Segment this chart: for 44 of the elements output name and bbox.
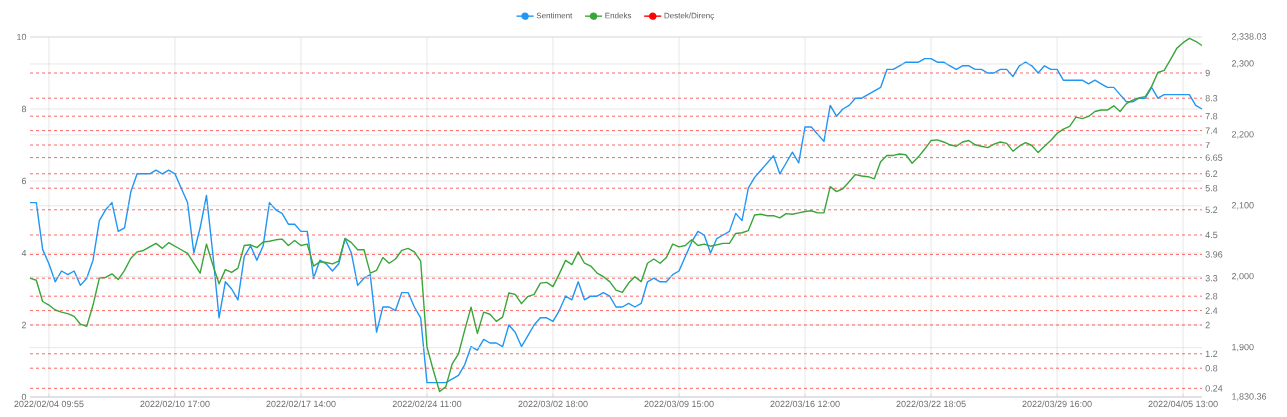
ref-line-label: 2.4 (1205, 307, 1218, 314)
legend-label: Destek/Direnç (664, 12, 714, 20)
x-tick-label: 2022/03/02 18:00 (518, 400, 588, 408)
ref-line-label: 0.8 (1205, 365, 1218, 372)
y2-tick-label: 2,300 (1231, 60, 1254, 68)
ref-line-label: 5.8 (1205, 185, 1218, 192)
x-tick-label: 2022/02/24 11:00 (392, 400, 462, 408)
ref-line-label: 7.8 (1205, 113, 1218, 120)
y2-tick-label: 2,200 (1231, 131, 1254, 139)
y-tick-label: 6 (21, 177, 27, 185)
x-tick-label: 2022/02/04 09:55 (14, 400, 84, 408)
ref-line-label: 7 (1205, 141, 1210, 149)
ref-line-label: 0.24 (1205, 385, 1223, 392)
ref-line-label: 4.5 (1205, 231, 1218, 239)
y2-tick-label: 2,000 (1231, 272, 1254, 281)
x-tick-label: 2022/02/17 14:00 (266, 400, 336, 408)
y2-tick-label: 1,830.36 (1232, 393, 1267, 401)
y2-tick-label: 1,900 (1232, 343, 1254, 352)
legend-label: Endeks (605, 12, 632, 19)
ref-line-label: 8.3 (1205, 95, 1218, 102)
ref-line-label: 2 (1205, 321, 1210, 329)
x-tick-label: 2022/03/09 15:00 (644, 400, 714, 408)
y2-tick-label: 2,100 (1231, 202, 1254, 210)
ref-line-label: 5.2 (1205, 206, 1218, 213)
ref-line-label: 1.2 (1205, 350, 1218, 357)
legend-label: Sentiment (536, 12, 573, 19)
y-tick-label: 2 (21, 321, 27, 329)
x-tick-label: 2022/03/29 16:00 (1022, 400, 1092, 408)
y-tick-label: 10 (17, 33, 27, 41)
y-tick-label: 4 (21, 249, 27, 257)
ref-line-label: 2.8 (1205, 293, 1218, 300)
ref-line-label: 6.65 (1205, 154, 1223, 161)
ref-line-label: 9 (1205, 69, 1210, 77)
x-tick-label: 2022/03/16 12:00 (770, 400, 840, 408)
y-tick-label: 8 (21, 105, 27, 113)
ref-line-label: 6.2 (1205, 170, 1218, 177)
x-tick-label: 2022/03/22 18:05 (896, 400, 966, 408)
y2-tick-label: 2,338.03 (1231, 33, 1267, 41)
ref-line-label: 3.96 (1205, 251, 1223, 258)
ref-line-label: 3.3 (1205, 275, 1218, 282)
x-tick-label: 2022/04/05 13:00 (1148, 400, 1218, 408)
ref-line-label: 7.4 (1205, 127, 1218, 134)
y-tick-label: 0 (21, 393, 27, 401)
x-tick-label: 2022/02/10 17:00 (140, 400, 210, 408)
